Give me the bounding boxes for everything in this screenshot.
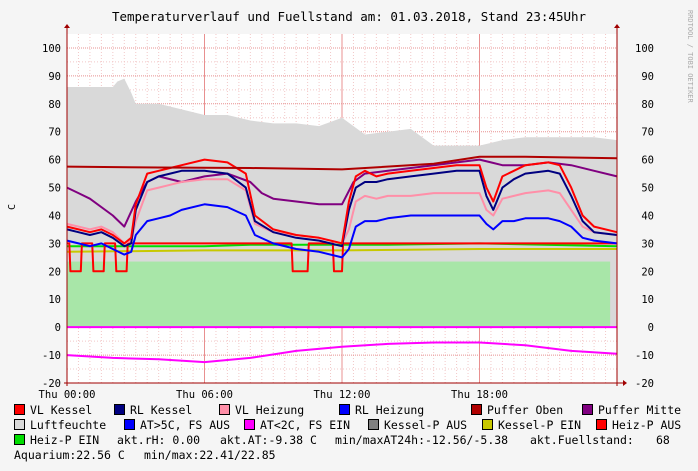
legend-label: Puffer Mitte [598,403,682,417]
aquarium-readout: Aquarium:22.56 C [14,448,125,462]
legend-swatch [582,404,593,415]
legend-item-puffer-oben: Puffer Oben [471,403,563,418]
legend-label: Luftfeuchte [30,418,107,432]
fuellstand-area [67,261,611,328]
minmax-at-readout: min/maxAT24h:-12.56/-5.38 [335,433,509,447]
aquarium-minmax-readout: min/max:22.41/22.85 [144,448,276,462]
series-line-heiz-p-aus [67,242,617,273]
legend-row: Luftfeuchte AT>5C, FS AUS AT<2C, FS EIN … [14,418,694,433]
y-tick-label-right: 10 [641,294,654,306]
legend-item-kessel-p-aus: Kessel-P AUS [368,418,467,433]
y-tick-label-left: 10 [48,294,61,306]
legend-swatch [14,419,25,430]
series-line-at-2c-fs-ein [66,341,618,364]
y-tick-label-right: 50 [641,183,654,195]
legend-label: VL Kessel [30,403,93,417]
series-line-puffer-oben [66,155,618,171]
y-tick-label-right: 0 [648,322,654,334]
legend-label: Puffer Oben [487,403,564,417]
legend-label: Heiz-P EIN [30,433,100,447]
legend-label: RL Kessel [130,403,193,417]
legend-item-at-gt5: AT>5C, FS AUS [124,418,230,433]
temperature-chart: Temperaturverlauf und Fuellstand am: 01.… [7,9,694,401]
y-tick-label-right: 30 [641,238,654,250]
chart-title: Temperaturverlauf und Fuellstand am: 01.… [112,9,587,24]
akt-at-readout: akt.AT:-9.38 C [220,433,317,447]
series-line-vl-kessel [66,158,618,245]
y-tick-label-left: 50 [48,183,61,195]
legend-swatch [14,404,25,415]
y-tick-label-left: 30 [48,238,61,250]
fuellstand-value: 68 [656,433,670,447]
x-axis-arrow [623,380,627,386]
y-tick-label-right: -20 [635,378,654,390]
legend-label: AT>5C, FS AUS [140,418,231,432]
fuellstand-readout: akt.Fuellstand: [530,433,634,447]
y-axis-arrow-left [64,24,70,28]
legend-swatch [244,419,255,430]
y-tick-label-left: 40 [48,210,61,222]
x-tick-label: Thu 12:00 [314,389,371,401]
y-tick-label-right: -10 [635,350,654,362]
legend-label: AT<2C, FS EIN [260,418,351,432]
y-tick-label-left: 90 [48,71,61,83]
legend-swatch [471,404,482,415]
x-tick-label: Thu 18:00 [451,389,508,401]
legend: VL Kessel RL Kessel VL Heizung RL Heizun… [14,403,694,463]
legend-item-puffer-mitte: Puffer Mitte [582,403,681,418]
y-tick-label-left: -20 [42,378,61,390]
y-tick-label-left: -10 [42,350,61,362]
y-tick-label-right: 20 [641,266,654,278]
y-axis-arrow-right [614,24,620,28]
legend-item-rl-heizung: RL Heizung [339,403,424,418]
legend-row: Heiz-P EIN akt.rH: 0.00 akt.AT:-9.38 C m… [14,433,694,448]
legend-label: Heiz-P AUS [612,418,682,432]
legend-swatch [596,419,607,430]
legend-swatch [368,419,379,430]
legend-item-vl-heizung: VL Heizung [219,403,304,418]
y-tick-label-right: 80 [641,99,654,111]
x-tick-label: Thu 00:00 [39,389,96,401]
y-tick-label-left: 100 [42,43,61,55]
legend-row: Aquarium:22.56 C min/max:22.41/22.85 [14,448,694,463]
legend-label: Kessel-P AUS [384,418,468,432]
y-tick-label-right: 60 [641,155,654,167]
legend-swatch [219,404,230,415]
legend-item-luftfeuchte: Luftfeuchte [14,418,106,433]
legend-item-vl-kessel: VL Kessel [14,403,92,418]
line-series [66,155,618,364]
legend-swatch [339,404,350,415]
axes [64,24,627,386]
legend-item-kessel-p-ein: Kessel-P EIN [482,418,581,433]
akt-rh-readout: akt.rH: 0.00 [117,433,201,447]
legend-item-heiz-p-aus: Heiz-P AUS [596,418,681,433]
legend-item-heiz-p-ein: Heiz-P EIN [14,433,99,448]
y-tick-label-right: 70 [641,127,654,139]
y-axis-label: C [7,204,18,210]
legend-swatch [114,404,125,415]
y-tick-label-right: 40 [641,210,654,222]
series-line-rl-heizung [66,203,618,259]
y-tick-label-left: 20 [48,266,61,278]
legend-label: RL Heizung [355,403,425,417]
legend-item-rl-kessel: RL Kessel [114,403,192,418]
legend-swatch [14,434,25,445]
y-tick-label-right: 100 [635,43,654,55]
y-tick-label-right: 90 [641,71,654,83]
y-tick-label-left: 80 [48,99,61,111]
legend-label: VL Heizung [235,403,305,417]
legend-row: VL Kessel RL Kessel VL Heizung RL Heizun… [14,403,694,418]
x-tick-label: Thu 06:00 [176,389,233,401]
y-tick-label-left: 0 [55,322,61,334]
y-tick-label-left: 60 [48,155,61,167]
legend-swatch [124,419,135,430]
watermark: RRDTOOL / TOBI OETIKER [686,10,694,104]
y-tick-label-left: 70 [48,127,61,139]
legend-label: Kessel-P EIN [498,418,582,432]
legend-item-at-lt2: AT<2C, FS EIN [244,418,350,433]
legend-swatch [482,419,493,430]
